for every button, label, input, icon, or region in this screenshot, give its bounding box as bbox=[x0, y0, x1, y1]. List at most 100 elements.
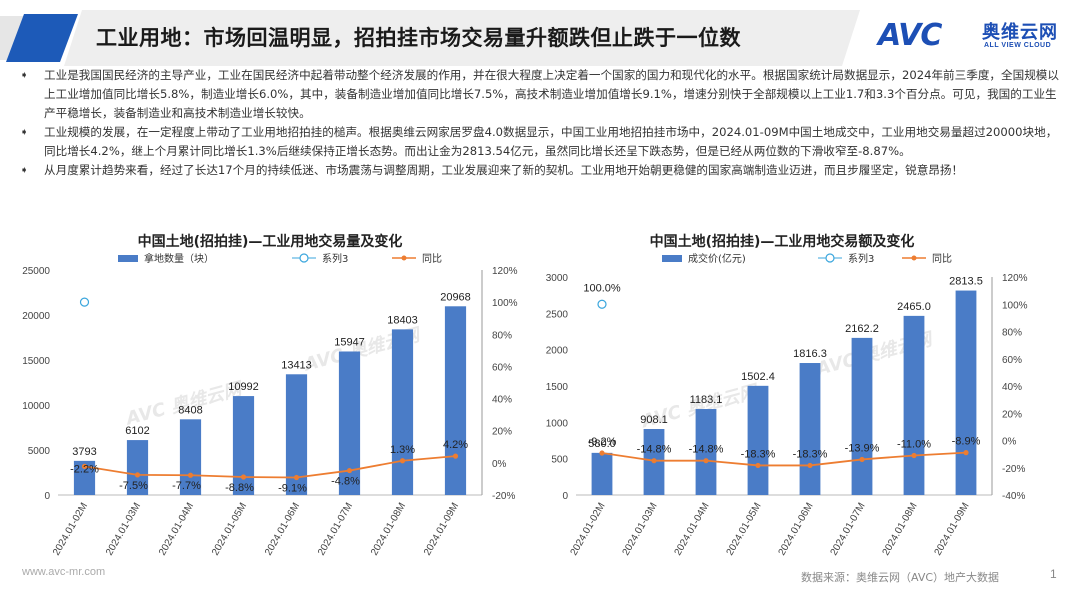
bar bbox=[232, 396, 255, 495]
y-tick-left: 0 bbox=[562, 491, 568, 502]
bullet-list: ➧ 工业是我国国民经济的主导产业，工业在国民经济中起着带动整个经济发展的作用，并… bbox=[20, 66, 1065, 180]
yoy-value-label: -11.0% bbox=[897, 438, 931, 450]
x-tick-label: 2024.01-08M bbox=[881, 501, 920, 558]
bar-value-label: 8408 bbox=[178, 404, 202, 416]
yoy-value-label: -4.8% bbox=[331, 476, 360, 488]
legend-swatch-bar bbox=[662, 255, 682, 262]
yoy-point bbox=[651, 458, 657, 464]
y-tick-left: 5000 bbox=[28, 446, 51, 457]
y-tick-right: -20% bbox=[1002, 464, 1025, 475]
logo-english: ALL VIEW CLOUD bbox=[984, 42, 1052, 49]
y-tick-right: 20% bbox=[492, 427, 512, 438]
yoy-value-label: -7.5% bbox=[119, 480, 148, 492]
yoy-line bbox=[601, 451, 967, 467]
yoy-value-label: 1.3% bbox=[390, 444, 415, 456]
y-tick-right: 120% bbox=[1002, 273, 1028, 284]
yoy-point bbox=[293, 474, 300, 481]
series3-value-label: 100.0% bbox=[583, 282, 621, 294]
yoy-point bbox=[703, 458, 709, 464]
y-tick-left: 10000 bbox=[22, 401, 50, 412]
banner-accent-blue bbox=[6, 14, 78, 62]
bar bbox=[591, 452, 613, 495]
bar-value-label: 18403 bbox=[387, 314, 418, 326]
x-tick-label: 2024.01-07M bbox=[829, 501, 868, 558]
bar-value-label: 10992 bbox=[228, 381, 259, 393]
bar bbox=[851, 337, 873, 495]
x-tick-label: 2024.01-09M bbox=[422, 501, 461, 558]
y-tick-left: 20000 bbox=[22, 311, 50, 322]
bar bbox=[285, 374, 308, 495]
legend-label-bar: 成交价(亿元) bbox=[688, 252, 746, 265]
bullet-item: ➧ 工业是我国国民经济的主导产业，工业在国民经济中起着带动整个经济发展的作用，并… bbox=[20, 66, 1065, 123]
series3-point bbox=[79, 297, 90, 307]
x-tick-label: 2024.01-03M bbox=[621, 501, 660, 558]
yoy-point bbox=[399, 458, 406, 464]
yoy-point bbox=[187, 472, 194, 478]
arrow-bullet-icon: ➧ bbox=[20, 70, 29, 81]
bar bbox=[126, 440, 149, 495]
bar bbox=[391, 329, 414, 495]
bullet-item: ➧ 从月度累计趋势来看，经过了长达17个月的持续低迷、市场震荡与调整周期，工业发… bbox=[20, 161, 1065, 180]
bar-value-label: 908.1 bbox=[640, 414, 668, 426]
y-tick-left: 0 bbox=[44, 491, 50, 502]
bullet-text: 工业是我国国民经济的主导产业，工业在国民经济中起着带动整个经济发展的作用，并在很… bbox=[44, 68, 1059, 120]
logo-chinese: 奥维云网 bbox=[982, 22, 1058, 43]
x-tick-label: 2024.01-09M bbox=[933, 501, 972, 558]
logo-mark: AVC bbox=[878, 18, 942, 53]
y-tick-right: 20% bbox=[1002, 409, 1022, 420]
banner-bar bbox=[64, 10, 860, 66]
legend-label-yoy: 同比 bbox=[422, 253, 442, 265]
footer-site: www.avc-mr.com bbox=[22, 566, 106, 578]
y-tick-right: 60% bbox=[492, 362, 512, 373]
page-title: 工业用地：市场回温明显，招拍挂市场交易量升额跌但止跌于一位数 bbox=[96, 26, 741, 50]
legend-label-series3: 系列3 bbox=[848, 252, 874, 265]
x-tick-label: 2024.01-05M bbox=[725, 501, 764, 558]
bar bbox=[73, 460, 96, 495]
yoy-value-label: -9.1% bbox=[278, 482, 307, 494]
y-tick-right: -40% bbox=[1002, 491, 1025, 502]
legend-label-yoy: 同比 bbox=[932, 253, 952, 265]
y-tick-right: 40% bbox=[1002, 382, 1022, 393]
yoy-point bbox=[755, 462, 761, 469]
legend-swatch-bar bbox=[118, 255, 138, 262]
yoy-point bbox=[81, 463, 88, 469]
y-tick-right: 100% bbox=[1002, 300, 1028, 311]
yoy-value-label: -2.2% bbox=[70, 463, 99, 475]
y-tick-left: 25000 bbox=[22, 266, 50, 277]
yoy-point bbox=[452, 453, 459, 459]
yoy-value-label: 4.2% bbox=[443, 439, 468, 451]
series3-point bbox=[597, 299, 607, 309]
bar bbox=[695, 409, 717, 495]
bar-value-label: 1183.1 bbox=[690, 394, 723, 406]
y-tick-right: 120% bbox=[492, 266, 518, 277]
yoy-point bbox=[963, 450, 969, 456]
yoy-value-label: -13.9% bbox=[845, 442, 880, 454]
arrow-bullet-icon: ➧ bbox=[20, 165, 29, 176]
x-tick-label: 2024.01-06M bbox=[263, 501, 302, 558]
yoy-point bbox=[911, 452, 917, 459]
x-tick-label: 2024.01-04M bbox=[157, 501, 196, 558]
legend-marker-series3 bbox=[825, 253, 835, 263]
bar bbox=[903, 315, 925, 495]
chart-title: 中国土地(招拍挂)—工业用地交易额及变化 bbox=[650, 233, 915, 250]
yoy-value-label: -8.9% bbox=[952, 436, 981, 448]
bar bbox=[444, 306, 467, 495]
y-tick-right: 0% bbox=[492, 459, 507, 470]
yoy-value-label: -18.3% bbox=[793, 448, 828, 460]
x-tick-label: 2024.01-04M bbox=[673, 501, 712, 558]
title-banner bbox=[0, 10, 860, 66]
bar-value-label: 580.0 bbox=[588, 438, 616, 450]
footer-source: 数据来源：奥维云网（AVC）地产大数据 bbox=[801, 571, 1000, 584]
bar-value-label: 15947 bbox=[334, 336, 365, 348]
y-tick-left: 2000 bbox=[546, 346, 569, 357]
bar-value-label: 13413 bbox=[281, 359, 312, 371]
yoy-point bbox=[240, 474, 247, 480]
bar-value-label: 2162.2 bbox=[845, 323, 879, 335]
yoy-value-label: -8.8% bbox=[225, 482, 254, 494]
x-tick-label: 2024.01-05M bbox=[210, 501, 249, 558]
yoy-point bbox=[599, 450, 605, 456]
bar-value-label: 6102 bbox=[125, 425, 149, 437]
yoy-value-label: -7.7% bbox=[172, 480, 201, 492]
